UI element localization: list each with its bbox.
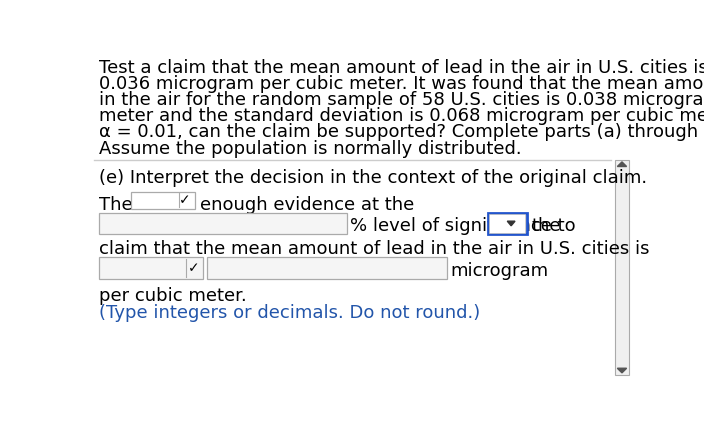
Text: per cubic meter.: per cubic meter. bbox=[99, 286, 246, 305]
Bar bbox=[206, 258, 447, 279]
Text: claim that the mean amount of lead in the air in U.S. cities is: claim that the mean amount of lead in th… bbox=[99, 241, 649, 258]
Text: meter and the standard deviation is 0.068 microgram per cubic meter. At: meter and the standard deviation is 0.06… bbox=[99, 107, 704, 125]
Text: in the air for the random sample of 58 U.S. cities is 0.038 microgram per cubic: in the air for the random sample of 58 U… bbox=[99, 91, 704, 109]
Bar bbox=[99, 258, 203, 279]
Polygon shape bbox=[617, 368, 627, 373]
Polygon shape bbox=[617, 162, 627, 167]
Text: enough evidence at the: enough evidence at the bbox=[201, 196, 415, 214]
Text: (Type integers or decimals. Do not round.): (Type integers or decimals. Do not round… bbox=[99, 303, 480, 322]
Bar bbox=[615, 159, 629, 375]
Text: the: the bbox=[532, 217, 561, 235]
Text: ✓: ✓ bbox=[189, 261, 200, 275]
Bar bbox=[488, 212, 527, 234]
Polygon shape bbox=[508, 221, 515, 226]
Text: Test a claim that the mean amount of lead in the air in U.S. cities is less than: Test a claim that the mean amount of lea… bbox=[99, 59, 704, 76]
Text: microgram: microgram bbox=[451, 262, 549, 280]
Text: There: There bbox=[99, 196, 151, 214]
Text: % level of significance to: % level of significance to bbox=[350, 217, 576, 235]
Text: ✓: ✓ bbox=[179, 193, 191, 207]
Bar bbox=[132, 192, 195, 209]
Text: 0.036 microgram per cubic meter. It was found that the mean amount of lead: 0.036 microgram per cubic meter. It was … bbox=[99, 75, 704, 93]
Text: Assume the population is normally distributed.: Assume the population is normally distri… bbox=[99, 139, 522, 158]
Bar bbox=[99, 212, 347, 234]
Bar bbox=[489, 214, 525, 233]
Text: (e) Interpret the decision in the context of the original claim.: (e) Interpret the decision in the contex… bbox=[99, 169, 647, 187]
Text: α = 0.01, can the claim be supported? Complete parts (a) through (e) below.: α = 0.01, can the claim be supported? Co… bbox=[99, 123, 704, 142]
